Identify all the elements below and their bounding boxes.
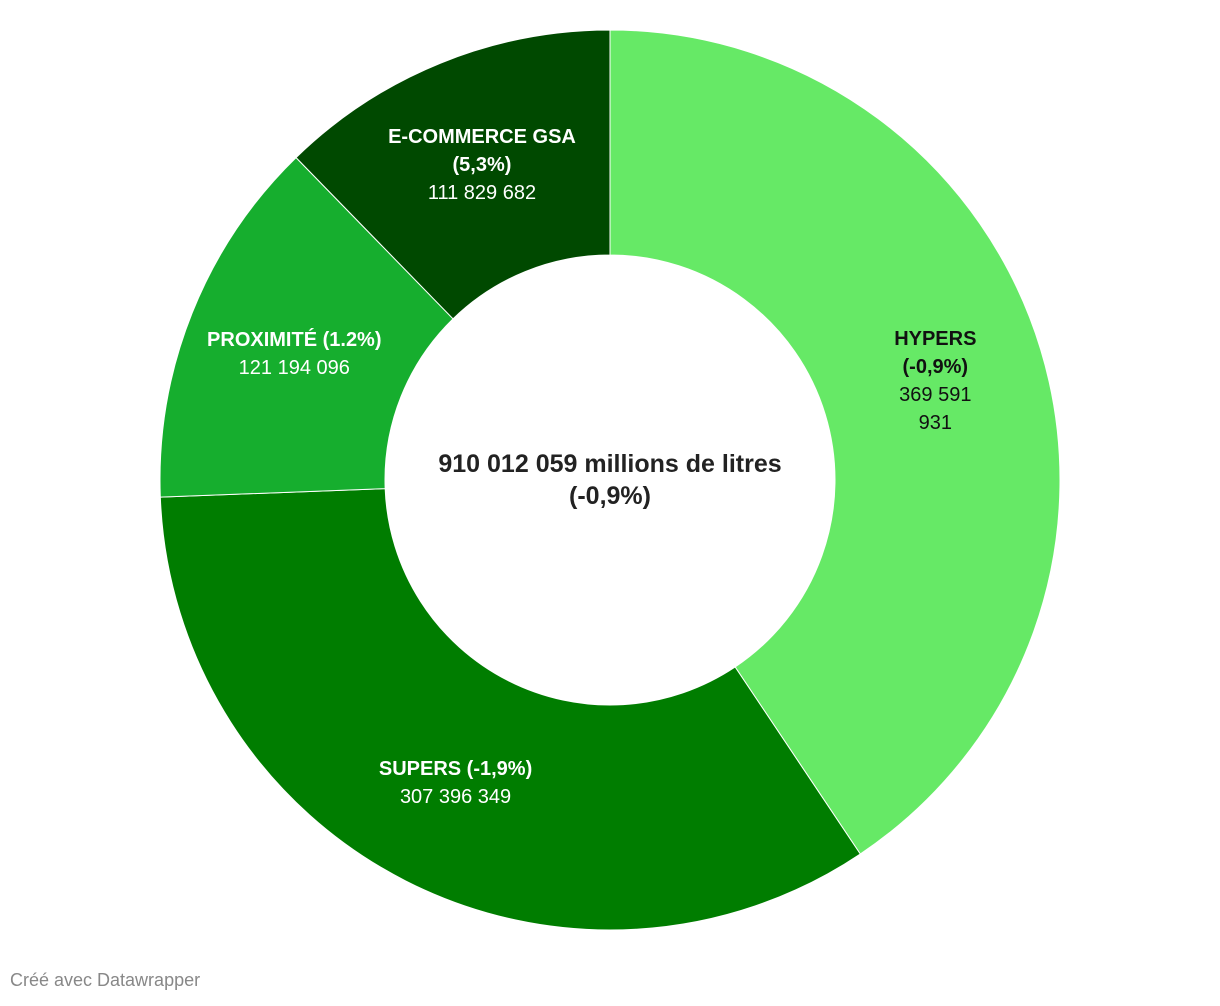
slice-value: 121 194 096: [238, 356, 350, 379]
center-label: 910 012 059 millions de litres (-0,9%): [438, 448, 781, 512]
donut-slice: [159, 156, 454, 498]
donut-slice: [609, 29, 1061, 855]
slice-value: 307 396 349: [399, 785, 512, 808]
slice-category: PROXIMITÉ (1.2%): [207, 328, 382, 351]
donut-slice: [295, 29, 611, 320]
center-title: 910 012 059 millions de litres: [438, 450, 782, 478]
slice-label: E-COMMERCE GSA (5,3%) 111 829 682: [372, 123, 592, 207]
slice-label: PROXIMITÉ (1.2%) 121 194 096: [184, 326, 404, 382]
slice-label: SUPERS (-1,9%) 307 396 349: [346, 755, 566, 811]
slice-value: 111 829 682: [427, 182, 537, 205]
slice-category: E-COMMERCE GSA (5,3%): [388, 126, 576, 177]
center-subtitle: (-0,9%): [569, 482, 651, 510]
slice-label: HYPERS (-0,9%) 369 591 931: [880, 325, 990, 437]
slice-category: HYPERS (-0,9%): [894, 328, 977, 379]
slice-value: 369 591 931: [899, 384, 972, 435]
footer: Créé avec Datawrapper: [10, 970, 201, 990]
slice-category: SUPERS (-1,9%): [378, 757, 533, 780]
donut-slice: [159, 488, 861, 931]
